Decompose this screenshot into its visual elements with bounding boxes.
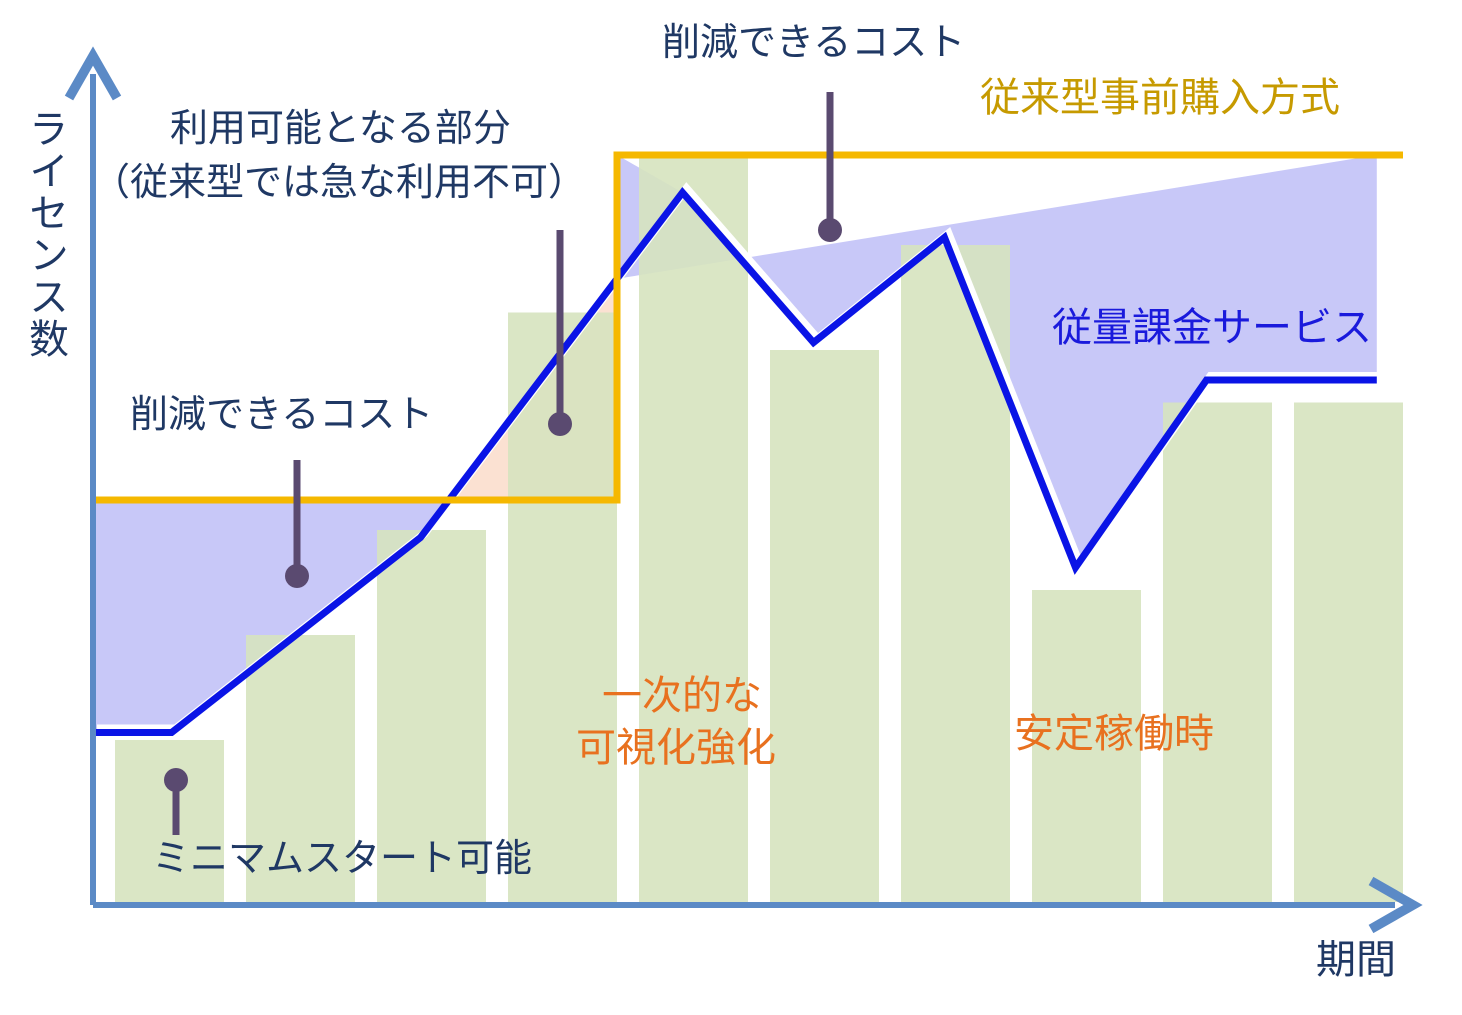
- stable-operation-label: 安定稼働時: [1014, 711, 1214, 757]
- bar-6: [770, 350, 879, 902]
- traditional-series-label: 従来型事前購入方式: [980, 75, 1340, 121]
- callout-saved-cost-left-dot: [285, 564, 309, 588]
- callout-saved-cost-top: [818, 92, 842, 242]
- saved-cost-top-label: 削減できるコスト: [662, 20, 966, 64]
- usage-line: [93, 186, 1377, 736]
- callout-available-part-dot: [548, 412, 572, 436]
- bar-8: [1032, 590, 1141, 902]
- available-part-label: 利用可能となる部分: [170, 106, 511, 150]
- minimum-start-label: ミニマムスタート可能: [152, 836, 533, 880]
- callout-minimum-start: [164, 768, 188, 835]
- bar-1: [115, 740, 224, 902]
- usage-series-label: 従量課金サービス: [1052, 305, 1372, 351]
- bar-2: [246, 635, 355, 902]
- saved-cost-left-label: 削減できるコスト: [130, 392, 434, 436]
- traditional-line: [93, 151, 1403, 504]
- saved-cost-area-left: [93, 500, 449, 733]
- y-axis-label: ライセンス数: [22, 108, 68, 360]
- callout-minimum-start-dot: [164, 768, 188, 792]
- bar-9: [1163, 402, 1272, 902]
- callout-available-part: [548, 230, 572, 436]
- callout-saved-cost-left: [285, 460, 309, 588]
- temp-visualization-label-1: 一次的な: [602, 673, 762, 719]
- available-part-note: （従来型では急な利用不可）: [92, 160, 587, 204]
- temp-visualization-label-2: 可視化強化: [576, 725, 776, 771]
- bar-10: [1294, 402, 1403, 902]
- x-axis-label: 期間: [1316, 937, 1396, 983]
- callout-saved-cost-top-dot: [818, 218, 842, 242]
- bar-5: [639, 155, 748, 902]
- bar-3: [377, 530, 486, 902]
